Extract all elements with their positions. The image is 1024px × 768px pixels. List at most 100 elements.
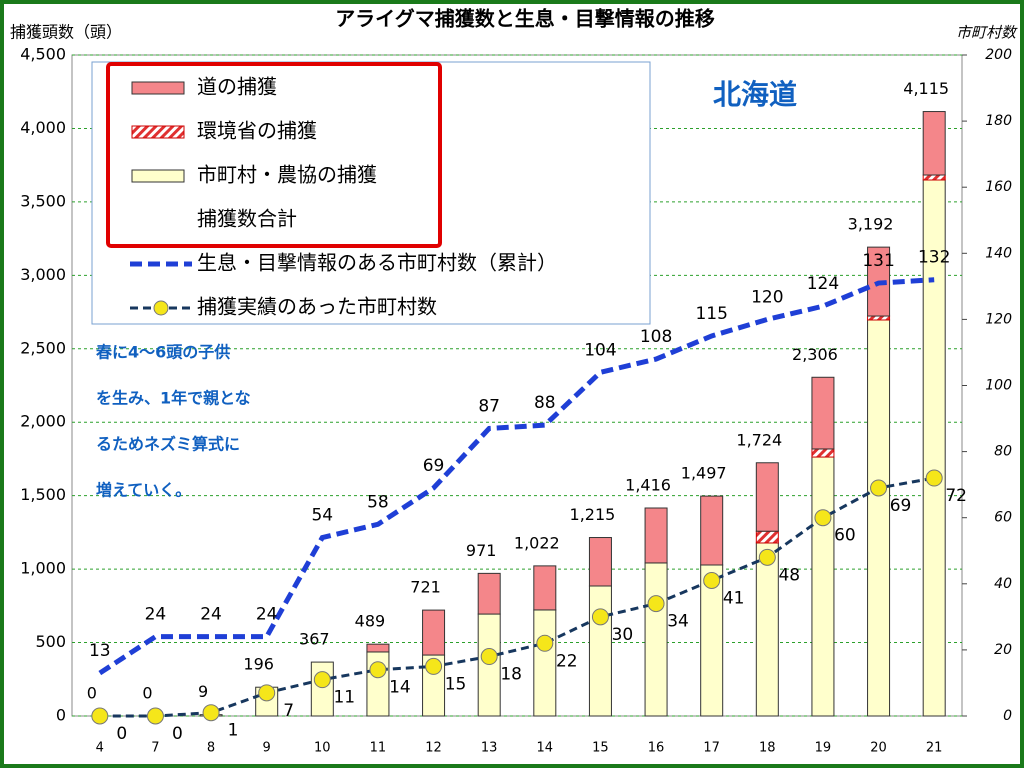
total-label: 9 [198,682,208,701]
point [146,707,164,725]
bar-segment [755,542,779,717]
total-label: 367 [299,630,330,649]
point-label: 131 [862,251,894,271]
x-tick-label: 15 [592,741,609,756]
point [536,634,554,652]
total-label: 1,416 [625,476,671,495]
point [258,684,276,702]
point-label: 22 [556,651,578,671]
x-tick-label: 17 [703,741,720,756]
y-tick-label: 0 [56,706,66,725]
y-tick-label: 3,500 [20,191,66,210]
y-tick-label: 1,000 [20,559,66,578]
point [202,704,220,722]
x-tick-label: 4 [96,741,104,756]
y-tick-label: 3,000 [20,265,66,284]
total-label: 196 [243,655,274,674]
total-label: 2,306 [792,345,838,364]
point-label: 60 [834,526,856,546]
point-label: 88 [534,393,556,413]
legend-swatch [131,125,185,139]
bar-segment [644,562,668,717]
total-label: 0 [87,684,97,703]
bar-segment [755,530,779,544]
bar-segment [867,319,891,717]
bar-segment [811,448,835,458]
point [369,661,387,679]
bar-segment [310,661,334,717]
point-label: 69 [423,456,445,476]
total-label: 1,022 [514,533,560,552]
y-tick-label: 2,000 [20,412,66,431]
x-tick-label: 12 [425,741,442,756]
legend-label: 捕獲数合計 [197,207,297,231]
legend: 道の捕獲環境省の捕獲市町村・農協の捕獲捕獲数合計生息・目撃情報のある市町村数（累… [91,61,651,325]
x-tick-label: 14 [537,741,554,756]
point-label: 24 [200,605,222,625]
point [703,571,721,589]
bar-segment [477,613,501,717]
point-label: 34 [667,612,689,632]
y2-tick-label: 180 [985,113,1012,129]
bar-segment [811,376,835,450]
y2-axis-label: 市町村数 [956,24,1018,42]
y2-tick-label: 80 [994,444,1012,460]
point-label: 58 [367,492,389,512]
point [591,608,609,626]
point-label: 115 [695,304,727,324]
point-label: 15 [445,674,467,694]
y-tick-label: 500 [35,632,66,651]
total-label: 0 [142,684,152,703]
legend-swatch [131,81,185,95]
point-label: 69 [890,496,912,516]
point-label: 30 [612,625,634,645]
total-label: 4,115 [903,79,949,98]
x-tick-label: 13 [481,741,498,756]
point-label: 0 [172,724,183,744]
total-label: 1,497 [681,464,727,483]
y-tick-label: 1,500 [20,485,66,504]
point [758,548,776,566]
legend-label: 生息・目撃情報のある市町村数（累計） [197,251,557,275]
point-label: 72 [945,486,967,506]
point-label: 54 [311,506,333,526]
point-label: 124 [807,274,839,294]
point [480,648,498,666]
point-label: 87 [478,396,500,416]
y2-tick-label: 200 [985,47,1012,63]
bar-segment [366,643,390,653]
point [870,479,888,497]
x-tick-label: 9 [263,741,271,756]
point-label: 24 [145,605,167,625]
point [313,671,331,689]
point [647,595,665,613]
y-axis-label: 捕獲頭数（頭） [10,23,122,42]
bar-segment [588,585,612,717]
total-label: 1,724 [736,430,782,449]
point-label: 13 [89,641,111,661]
legend-swatch [131,169,185,183]
x-tick-label: 10 [314,741,331,756]
bar-segment [533,565,557,611]
y2-tick-label: 40 [994,576,1012,592]
x-tick-label: 7 [151,741,159,756]
total-label: 489 [355,612,386,631]
bar-segment [588,537,612,587]
y2-tick-label: 20 [994,642,1012,658]
point-label: 7 [283,701,294,721]
line [98,277,935,676]
bar-segment [922,174,946,181]
y-tick-label: 4,000 [20,118,66,137]
legend-label: 道の捕獲 [197,75,277,99]
bar-segment [422,609,446,656]
y2-tick-label: 160 [985,179,1012,195]
legend-box [91,61,651,325]
y-tick-label: 2,500 [20,338,66,357]
note-line: を生み、1年で親とな [96,389,251,408]
x-tick-label: 8 [207,741,215,756]
point-label: 120 [751,287,783,307]
point-label: 104 [584,340,616,360]
bar-segment [755,462,779,532]
x-tick-label: 18 [759,741,776,756]
bar-segment [811,456,835,717]
